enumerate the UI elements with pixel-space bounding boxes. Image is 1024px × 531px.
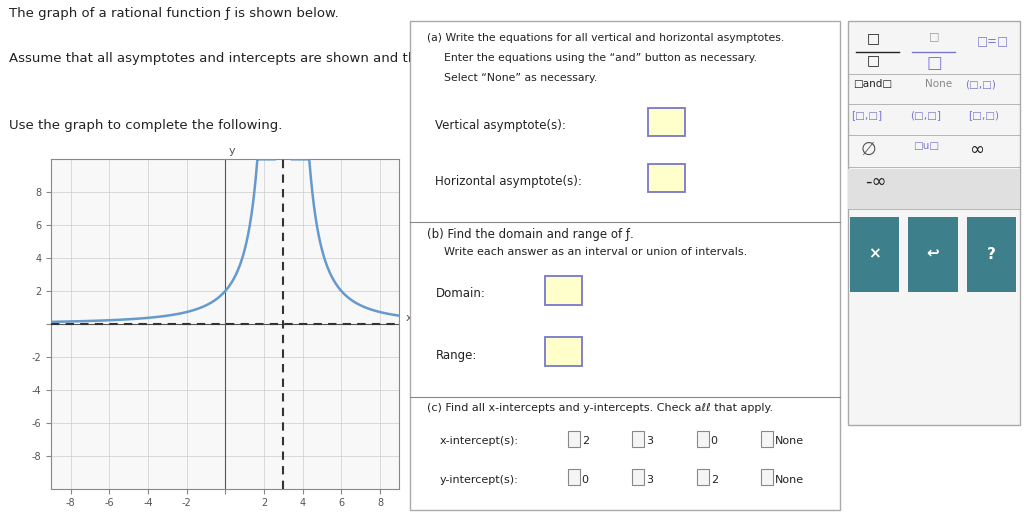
Text: 2: 2: [582, 436, 589, 447]
FancyBboxPatch shape: [568, 431, 580, 447]
FancyBboxPatch shape: [697, 431, 709, 447]
Text: □: □: [867, 31, 881, 45]
FancyBboxPatch shape: [762, 469, 773, 485]
Text: x-intercept(s):: x-intercept(s):: [439, 436, 519, 447]
Text: □: □: [867, 54, 881, 67]
FancyBboxPatch shape: [850, 217, 899, 292]
Text: Vertical asymptote(s):: Vertical asymptote(s):: [435, 119, 566, 132]
FancyBboxPatch shape: [633, 469, 644, 485]
Text: 0: 0: [711, 436, 718, 447]
Text: Write each answer as an interval or union of intervals.: Write each answer as an interval or unio…: [444, 247, 748, 258]
Text: ↩: ↩: [927, 247, 939, 262]
FancyBboxPatch shape: [648, 164, 685, 192]
FancyBboxPatch shape: [848, 168, 1020, 209]
Text: □u□: □u□: [913, 141, 939, 151]
Text: □: □: [929, 31, 939, 41]
Text: ∞: ∞: [970, 141, 984, 159]
Text: [□,□]: [□,□]: [851, 110, 883, 120]
Text: None: None: [775, 475, 804, 485]
FancyBboxPatch shape: [908, 217, 958, 292]
Text: 0: 0: [582, 475, 589, 485]
Text: x: x: [406, 313, 413, 323]
Text: Range:: Range:: [435, 348, 477, 362]
FancyBboxPatch shape: [848, 21, 1020, 425]
Text: None: None: [775, 436, 804, 447]
FancyBboxPatch shape: [545, 276, 582, 305]
Text: Enter the equations using the “and” button as necessary.: Enter the equations using the “and” butt…: [444, 53, 757, 63]
Text: 3: 3: [646, 475, 653, 485]
FancyBboxPatch shape: [568, 469, 580, 485]
Text: -∞: -∞: [865, 173, 887, 191]
Text: 2: 2: [711, 475, 718, 485]
Text: (a) Write the equations for all vertical and horizontal asymptotes.: (a) Write the equations for all vertical…: [427, 33, 784, 44]
Text: □=□: □=□: [977, 36, 1009, 49]
FancyBboxPatch shape: [410, 21, 840, 510]
Text: The graph of a rational function ƒ is shown below.: The graph of a rational function ƒ is sh…: [8, 7, 338, 20]
FancyBboxPatch shape: [762, 431, 773, 447]
Text: 3: 3: [646, 436, 653, 447]
Text: Domain:: Domain:: [435, 287, 485, 301]
Text: □and□: □and□: [853, 79, 892, 89]
Text: Horizontal asymptote(s):: Horizontal asymptote(s):: [435, 175, 583, 188]
FancyBboxPatch shape: [633, 431, 644, 447]
Text: y: y: [228, 146, 236, 156]
Text: (c) Find all x-intercepts and y-intercepts. Check aℓℓ that apply.: (c) Find all x-intercepts and y-intercep…: [427, 403, 773, 413]
Text: (b) Find the domain and range of ƒ.: (b) Find the domain and range of ƒ.: [427, 228, 634, 241]
Text: (□,□): (□,□): [965, 79, 995, 89]
Text: Use the graph to complete the following.: Use the graph to complete the following.: [8, 119, 282, 132]
Text: y-intercept(s):: y-intercept(s):: [439, 475, 518, 485]
Text: ×: ×: [868, 247, 881, 262]
FancyBboxPatch shape: [648, 108, 685, 136]
Text: [□,□): [□,□): [969, 110, 999, 120]
FancyBboxPatch shape: [967, 217, 1017, 292]
FancyBboxPatch shape: [697, 469, 709, 485]
Text: (□,□]: (□,□]: [909, 110, 941, 120]
Text: ?: ?: [987, 247, 996, 262]
FancyBboxPatch shape: [545, 337, 582, 366]
Text: □: □: [926, 54, 942, 72]
Text: None: None: [926, 79, 952, 89]
Text: Assume that all asymptotes and intercepts are shown and that the graph has no “h: Assume that all asymptotes and intercept…: [8, 52, 605, 65]
Text: ∅: ∅: [861, 141, 877, 159]
Text: Select “None” as necessary.: Select “None” as necessary.: [444, 73, 597, 82]
